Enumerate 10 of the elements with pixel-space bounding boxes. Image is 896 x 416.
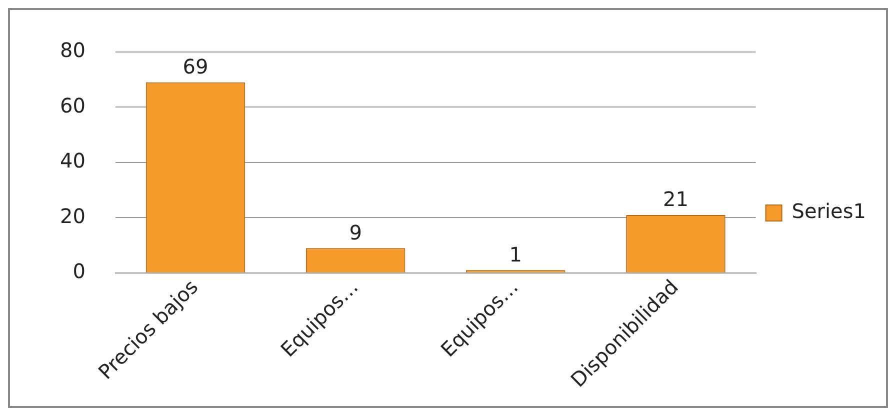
legend-label: Series1 xyxy=(792,199,866,224)
y-tick-label: 40 xyxy=(60,148,86,173)
y-tick-label: 0 xyxy=(72,259,86,284)
y-tick-label: 60 xyxy=(60,93,86,118)
y-tick-label: 20 xyxy=(60,204,86,228)
data-label: 9 xyxy=(349,220,362,244)
data-label: 69 xyxy=(182,54,208,79)
data-label: 1 xyxy=(509,242,522,266)
y-tick-label: 80 xyxy=(60,38,86,62)
data-label: 21 xyxy=(663,187,688,212)
